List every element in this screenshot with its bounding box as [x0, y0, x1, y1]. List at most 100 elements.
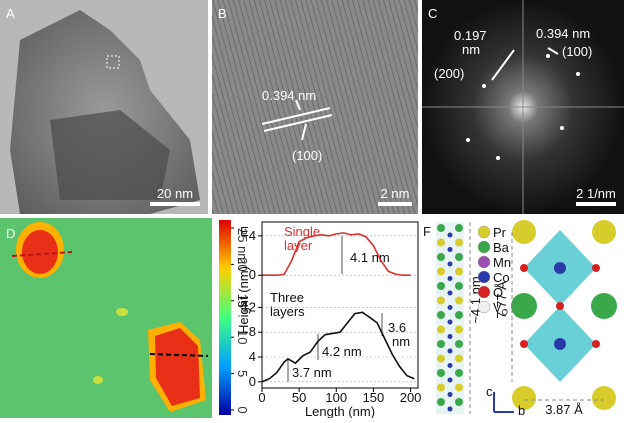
atom	[437, 383, 445, 392]
atom	[437, 369, 445, 377]
annotation: 0.394 nm	[536, 26, 590, 41]
atom	[437, 282, 445, 290]
legend-name: Co	[493, 270, 510, 285]
atom	[447, 290, 453, 296]
dimension: 7.77 Å	[494, 281, 509, 319]
atom	[447, 377, 453, 383]
atom	[437, 253, 445, 261]
atom	[437, 238, 445, 247]
legend-label: Pr	[493, 225, 507, 240]
y-tick-label: 0	[249, 374, 256, 389]
axis-label: b	[518, 403, 525, 418]
atom	[455, 224, 463, 232]
plot-frame	[261, 221, 419, 389]
y-tick-label: 8	[249, 324, 256, 339]
x-tick-label: 200	[400, 390, 422, 405]
atom	[455, 369, 463, 377]
panel-label: F	[423, 224, 431, 239]
annotation: 3.6	[388, 320, 406, 335]
colorbar-tick-label: 10	[235, 330, 250, 344]
panel-label: D	[6, 226, 15, 241]
y-axis-label: Height (nm)	[236, 266, 251, 334]
legend-swatch	[477, 300, 491, 314]
annotation: Three	[270, 290, 304, 305]
atom	[455, 383, 463, 392]
atom	[455, 282, 463, 290]
legend-swatch	[477, 270, 491, 284]
legend-name: O	[493, 285, 503, 300]
atom	[455, 296, 463, 305]
annotation: (100)	[292, 148, 322, 163]
annotation: layers	[270, 304, 305, 319]
panel-b: B 0.394 nm (100) 2 nm	[212, 0, 418, 214]
atom	[437, 354, 445, 363]
legend-name: Pr	[493, 225, 507, 240]
legend-swatch	[477, 255, 491, 269]
panel-d: D	[0, 218, 231, 418]
atom	[447, 363, 453, 368]
atom	[437, 267, 445, 276]
annotation: 4.2 nm	[322, 344, 362, 359]
x-tick-label: 50	[292, 390, 306, 405]
atom	[455, 311, 463, 319]
atom	[447, 261, 453, 267]
atom	[455, 398, 463, 406]
annotation: nm	[462, 42, 480, 57]
atom	[437, 296, 445, 305]
annotation: 4.1 nm	[350, 250, 390, 265]
atom	[437, 398, 445, 406]
atom	[447, 348, 453, 354]
dimension: ~4.1 nm	[468, 276, 483, 323]
legend-label: Ba	[493, 240, 510, 255]
x-tick-label: 100	[325, 390, 347, 405]
panel-label: C	[428, 6, 437, 21]
legend-label: Co	[493, 270, 510, 285]
atom	[447, 334, 453, 339]
legend-label: Mn	[493, 255, 511, 270]
legend-name: V	[493, 300, 502, 315]
legend-label: O	[493, 285, 503, 300]
atom	[455, 340, 463, 348]
dimension: 3.87 Å	[545, 402, 583, 417]
atom	[437, 340, 445, 348]
panel-c: C 0.197 nm (200) 0.394 nm (100) 2 1/nm	[422, 0, 624, 214]
x-tick-label: 150	[363, 390, 385, 405]
legend-swatch	[477, 285, 491, 299]
y-tick-label: 0	[249, 267, 256, 282]
atom	[437, 311, 445, 319]
legend-sub: O	[502, 308, 508, 317]
atom	[447, 247, 453, 252]
annotation: (100)	[562, 44, 592, 59]
annotation: nm	[392, 334, 410, 349]
atom	[455, 354, 463, 363]
y-tick-label: 4	[249, 349, 256, 364]
y-tick-label: 4	[249, 228, 256, 243]
atom	[455, 325, 463, 334]
atom	[447, 305, 453, 310]
atom	[437, 224, 445, 232]
legend-swatch	[477, 225, 491, 239]
panel-label: A	[6, 6, 15, 21]
scale-label: 2 1/nm	[576, 186, 616, 201]
atom	[455, 238, 463, 247]
scale-label: 20 nm	[157, 186, 193, 201]
scale-label: 2 nm	[381, 186, 410, 201]
annotation: 3.7 nm	[292, 365, 332, 380]
panel-e: E Single layer 4.1 nm Three layers 3.6 n…	[240, 224, 410, 382]
legend-name: Mn	[493, 255, 511, 270]
legend-label: VO	[493, 300, 508, 317]
annotation: 0.394 nm	[262, 88, 316, 103]
panel-a: A 20 nm	[0, 0, 208, 214]
colorbar-tick-label: 15	[235, 294, 250, 308]
y-tick-label: 12	[242, 299, 256, 314]
annotation: (200)	[434, 66, 464, 81]
atom	[447, 406, 453, 412]
panel-f: F ~4.1 nm 7.77 Å 3.87 Å c b	[420, 218, 624, 418]
atom	[455, 267, 463, 276]
profile-line	[262, 232, 411, 277]
legend-name: Ba	[493, 240, 510, 255]
atom	[447, 319, 453, 325]
colorbar-tick-label: 20	[235, 257, 250, 271]
colorbar-tick-label: 5	[235, 370, 250, 377]
atom	[437, 325, 445, 334]
